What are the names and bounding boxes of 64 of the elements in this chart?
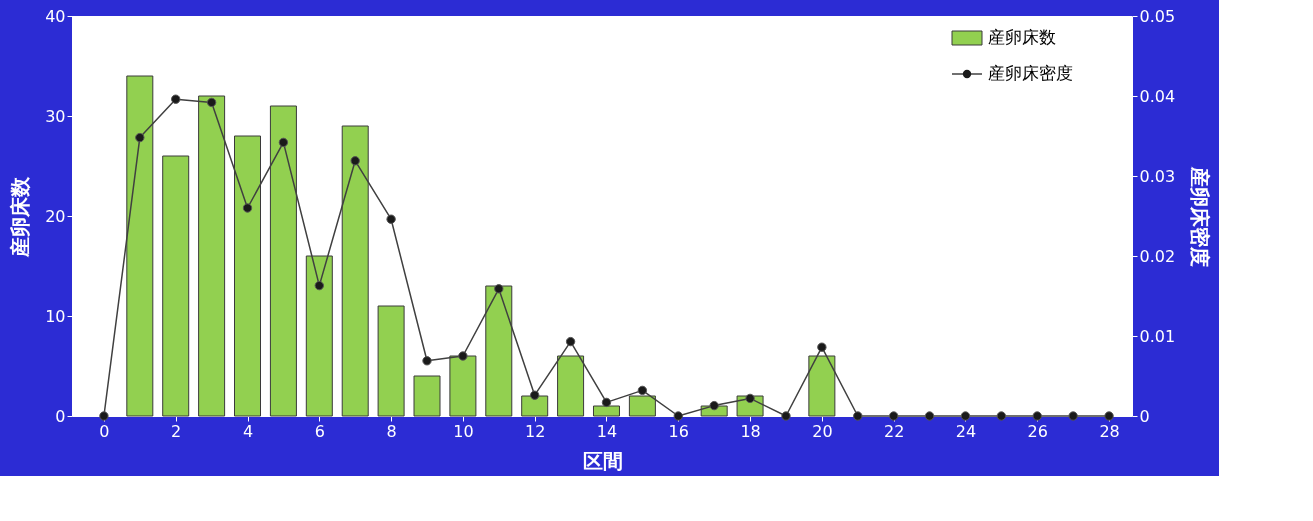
x-tick-label: 10 <box>453 421 474 441</box>
point <box>924 411 935 421</box>
x-tick-label: 4 <box>242 421 254 441</box>
x-tick-label: 8 <box>386 421 397 441</box>
point <box>386 214 396 224</box>
bar <box>521 395 549 417</box>
point <box>171 94 181 104</box>
y-tick-label: 30 <box>45 106 66 126</box>
y-axis-title: 産卵床数 <box>8 175 33 258</box>
x-tick-label: 22 <box>883 421 905 441</box>
x-tick-label: 28 <box>1099 421 1120 441</box>
x-tick-label: 6 <box>314 421 325 441</box>
point <box>206 97 217 108</box>
point <box>422 356 432 366</box>
y2-tick-label: 0.05 <box>1139 6 1176 26</box>
bar <box>162 155 190 417</box>
x-tick-label: 0 <box>99 421 110 441</box>
point <box>745 393 755 404</box>
point <box>888 411 899 421</box>
legend-label: 産卵床密度 <box>988 63 1073 83</box>
y2-tick-label: 0.02 <box>1139 246 1176 266</box>
y2-tick-label: 0.04 <box>1139 86 1176 106</box>
bar <box>413 375 441 417</box>
point <box>314 280 324 291</box>
y2-tick-label: 0 <box>1139 406 1150 426</box>
bar <box>377 305 405 417</box>
point <box>350 156 360 166</box>
point <box>1104 411 1114 421</box>
point <box>960 411 971 421</box>
x-tick-label: 14 <box>596 421 618 441</box>
y2-axis-title: 産卵床密度 <box>1188 165 1213 267</box>
x-tick-label: 16 <box>668 421 689 441</box>
point <box>458 351 468 361</box>
y-tick-label: 40 <box>45 6 66 26</box>
point <box>853 411 863 421</box>
point <box>817 342 827 352</box>
y-tick-label: 0 <box>55 406 66 426</box>
legend-label: 産卵床数 <box>988 27 1056 47</box>
x-tick-label: 2 <box>171 421 182 441</box>
x-tick-label: 24 <box>955 421 977 441</box>
x-tick-label: 20 <box>812 421 833 441</box>
y2-tick-label: 0.03 <box>1139 166 1176 186</box>
point <box>530 390 540 400</box>
point <box>1068 411 1078 421</box>
point <box>1032 411 1042 421</box>
x-tick-label: 18 <box>740 421 761 441</box>
point <box>99 411 109 421</box>
y2-tick-label: 0.01 <box>1139 326 1176 346</box>
point <box>637 385 648 396</box>
x-tick-label: 12 <box>525 421 546 441</box>
point <box>673 411 683 421</box>
y-tick-label: 10 <box>45 306 66 326</box>
y-tick-label: 20 <box>45 206 66 226</box>
point <box>565 336 576 347</box>
point <box>278 137 289 148</box>
x-axis-title: 区間 <box>582 448 623 473</box>
point <box>494 284 504 294</box>
point <box>242 203 253 213</box>
x-tick-label: 26 <box>1027 421 1048 441</box>
point <box>601 397 612 408</box>
point <box>781 411 791 421</box>
point <box>996 411 1007 421</box>
bar <box>592 405 620 417</box>
point <box>135 132 145 143</box>
